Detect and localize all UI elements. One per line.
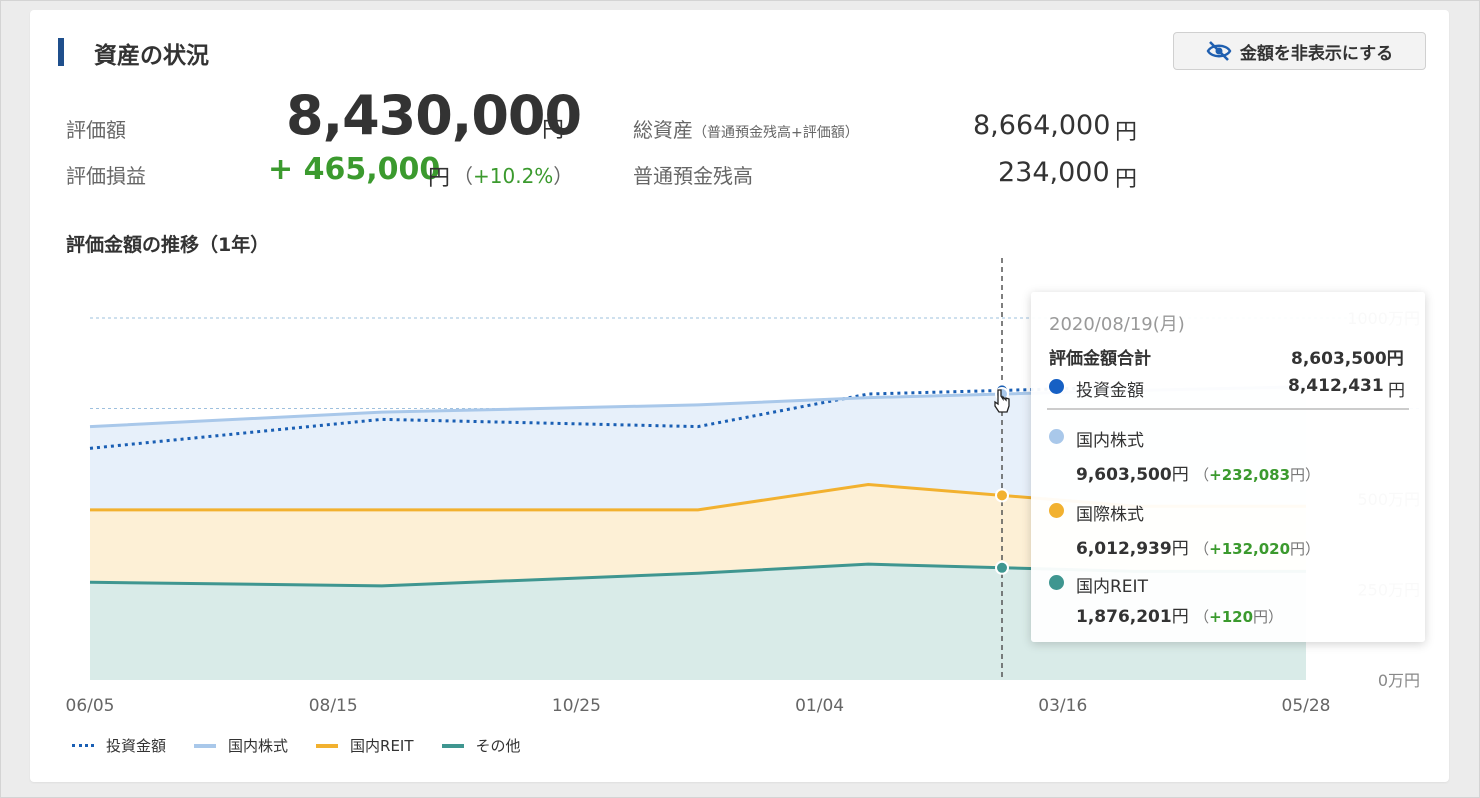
deposit-unit: 円 (1115, 167, 1138, 192)
series-line-dotted (89, 385, 1136, 450)
chart-legend: 投資金額 国内株式 国内REIT その他 (72, 735, 521, 756)
tooltip-date: 2020/08/19(月) (1049, 314, 1185, 335)
pl-unit: 円 (428, 166, 451, 191)
total-assets-value: 8,664,000 (973, 110, 1111, 141)
legend-item[interactable]: 投資金額 (72, 735, 166, 756)
tooltip-invest-label: 投資金額 (1076, 381, 1144, 401)
deposit-value: 234,000 (998, 157, 1110, 188)
pl-value: + 465,000 (268, 152, 441, 187)
hide-amounts-label: 金額を非表示にする (1239, 43, 1394, 64)
x-tick-label: 08/15 (309, 696, 358, 716)
valuation-value: 8,430,000 (286, 84, 582, 147)
pl-percent: （+10.2%） (453, 160, 573, 189)
legend-swatch-icon (316, 743, 339, 748)
hide-amounts-button[interactable]: 金額を非表示にする (1173, 32, 1426, 70)
pl-label: 評価損益 (66, 164, 146, 188)
chart-title: 評価金額の推移（1年） (66, 234, 270, 256)
total-assets-label: 総資産（普通預金残高+評価額） (633, 114, 859, 143)
tooltip-item-name: 国内株式 (1076, 431, 1144, 451)
tooltip-item-dot-icon (1049, 575, 1064, 590)
total-assets-unit: 円 (1115, 120, 1138, 145)
invest-dot-icon (1049, 379, 1064, 394)
tooltip-item-value: 1,876,201円 （+120円） (1076, 607, 1284, 627)
page-title: 資産の状況 (94, 43, 209, 69)
total-assets-sublabel: （普通預金残高+評価額） (693, 125, 859, 141)
tooltip-item-name: 国際株式 (1076, 505, 1144, 525)
legend-swatch-icon (194, 743, 217, 748)
x-tick-label: 06/05 (66, 696, 115, 716)
tooltip-invest-value: 8,412,431 (1288, 376, 1384, 396)
tooltip-divider (1047, 408, 1409, 410)
legend-swatch-icon (441, 743, 464, 748)
legend-label: その他 (475, 737, 521, 755)
x-axis-ticks: 06/05 08/15 10/25 01/04 03/16 05/28 (66, 696, 1331, 716)
tooltip-item-dot-icon (1049, 503, 1064, 518)
tooltip-item-value: 6,012,939円 （+132,020円） (1076, 539, 1321, 559)
deposit-label: 普通預金残高 (633, 164, 753, 188)
tooltip-total-label: 評価金額合計 (1049, 349, 1151, 369)
x-tick-label: 10/25 (552, 696, 601, 716)
legend-label: 投資金額 (106, 737, 167, 755)
title-accent-bar (58, 38, 64, 66)
tooltip-total-value: 8,603,500円 (1291, 349, 1404, 369)
legend-item[interactable]: 国内株式 (194, 735, 288, 756)
x-tick-label: 01/04 (795, 696, 844, 716)
legend-item[interactable]: その他 (441, 735, 521, 756)
valuation-label: 評価額 (66, 118, 126, 142)
tooltip-invest-unit: 円 (1388, 381, 1405, 401)
x-tick-label: 05/28 (1282, 696, 1331, 716)
pl-pct-value: +10.2% (473, 164, 554, 188)
y-tick-label: 0万円 (1378, 671, 1420, 690)
tooltip-item-dot-icon (1049, 429, 1064, 444)
pl-pct-open: （ (453, 164, 473, 188)
total-assets-main-label: 総資産 (633, 118, 693, 142)
legend-swatch-icon (72, 744, 94, 747)
hover-point (995, 560, 1009, 575)
valuation-unit: 円 (542, 118, 565, 143)
legend-label: 国内REIT (350, 737, 414, 755)
hover-point (995, 488, 1009, 503)
chart-tooltip: 2020/08/19(月) 評価金額合計 8,603,500円 投資金額 8,4… (1031, 292, 1425, 642)
legend-item[interactable]: 国内REIT (316, 735, 414, 756)
cursor-hand-icon (994, 389, 1010, 413)
x-tick-label: 03/16 (1038, 696, 1087, 716)
legend-label: 国内株式 (228, 737, 289, 755)
pl-pct-close: ） (553, 164, 574, 188)
tooltip-item-value: 9,603,500円 （+232,083円） (1076, 465, 1321, 485)
eye-slash-icon (1206, 40, 1232, 62)
tooltip-item-name: 国内REIT (1076, 577, 1148, 597)
